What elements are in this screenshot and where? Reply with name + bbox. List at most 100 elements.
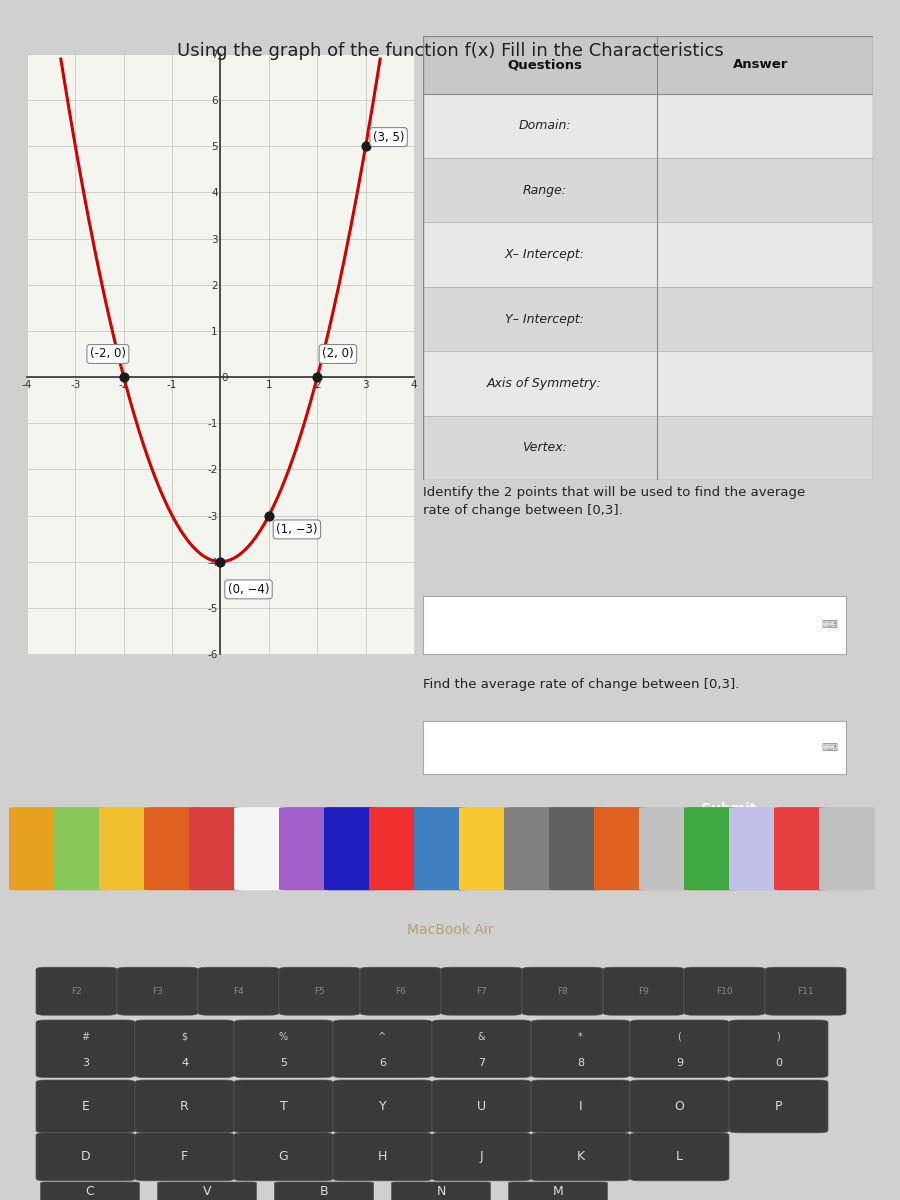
FancyBboxPatch shape: [40, 1182, 140, 1200]
FancyBboxPatch shape: [423, 36, 873, 94]
FancyBboxPatch shape: [414, 808, 470, 890]
FancyBboxPatch shape: [423, 36, 873, 480]
FancyBboxPatch shape: [549, 808, 605, 890]
Text: M: M: [553, 1186, 563, 1198]
Text: F6: F6: [395, 986, 406, 996]
Text: 4: 4: [181, 1058, 188, 1068]
Point: [310, 367, 324, 386]
Text: Questions: Questions: [507, 59, 582, 71]
Text: N: N: [436, 1186, 446, 1198]
Text: Range:: Range:: [523, 184, 566, 197]
FancyBboxPatch shape: [274, 1182, 374, 1200]
Text: Find the average rate of change between [0,3].: Find the average rate of change between …: [423, 678, 740, 691]
Point: [213, 552, 228, 571]
Text: V: V: [202, 1186, 211, 1198]
Text: L: L: [676, 1151, 683, 1163]
FancyBboxPatch shape: [36, 1020, 135, 1078]
FancyBboxPatch shape: [423, 287, 873, 352]
FancyBboxPatch shape: [630, 1020, 729, 1078]
FancyBboxPatch shape: [423, 352, 873, 415]
FancyBboxPatch shape: [54, 808, 110, 890]
Text: F9: F9: [638, 986, 649, 996]
FancyBboxPatch shape: [423, 222, 873, 287]
Text: Y: Y: [379, 1100, 386, 1112]
FancyBboxPatch shape: [639, 808, 695, 890]
Text: 0: 0: [775, 1058, 782, 1068]
FancyBboxPatch shape: [729, 808, 785, 890]
FancyBboxPatch shape: [423, 415, 873, 480]
Text: O: O: [675, 1100, 684, 1112]
FancyBboxPatch shape: [594, 808, 650, 890]
FancyBboxPatch shape: [36, 1080, 135, 1133]
Text: U: U: [477, 1100, 486, 1112]
FancyBboxPatch shape: [333, 1133, 432, 1181]
FancyBboxPatch shape: [531, 1133, 630, 1181]
Text: F: F: [181, 1151, 188, 1163]
FancyBboxPatch shape: [522, 967, 603, 1015]
FancyBboxPatch shape: [441, 967, 522, 1015]
FancyBboxPatch shape: [279, 967, 360, 1015]
Text: F5: F5: [314, 986, 325, 996]
FancyBboxPatch shape: [531, 1080, 630, 1133]
Text: F11: F11: [797, 986, 814, 996]
Text: K: K: [576, 1151, 585, 1163]
FancyBboxPatch shape: [99, 808, 155, 890]
Text: J: J: [480, 1151, 483, 1163]
Text: G: G: [279, 1151, 288, 1163]
Text: E: E: [82, 1100, 89, 1112]
FancyBboxPatch shape: [333, 1080, 432, 1133]
FancyBboxPatch shape: [333, 1020, 432, 1078]
Text: (-2, 0): (-2, 0): [90, 348, 126, 360]
FancyBboxPatch shape: [684, 967, 765, 1015]
Text: T: T: [280, 1100, 287, 1112]
Text: Axis of Symmetry:: Axis of Symmetry:: [487, 377, 602, 390]
Text: (3, 5): (3, 5): [373, 131, 404, 144]
Text: ^: ^: [378, 1032, 387, 1042]
Text: #: #: [81, 1032, 90, 1042]
FancyBboxPatch shape: [684, 808, 740, 890]
Text: %: %: [279, 1032, 288, 1042]
FancyBboxPatch shape: [279, 808, 335, 890]
FancyBboxPatch shape: [324, 808, 380, 890]
Text: 7: 7: [478, 1058, 485, 1068]
FancyBboxPatch shape: [630, 1133, 729, 1181]
Text: ): ): [777, 1032, 780, 1042]
Text: Y– Intercept:: Y– Intercept:: [505, 312, 584, 325]
Text: X– Intercept:: X– Intercept:: [505, 248, 584, 262]
FancyBboxPatch shape: [765, 967, 846, 1015]
Text: 3: 3: [82, 1058, 89, 1068]
Text: D: D: [81, 1151, 90, 1163]
FancyBboxPatch shape: [360, 967, 441, 1015]
FancyBboxPatch shape: [459, 808, 515, 890]
Text: $: $: [182, 1032, 187, 1042]
FancyBboxPatch shape: [117, 967, 198, 1015]
Text: 9: 9: [676, 1058, 683, 1068]
Text: *: *: [578, 1032, 583, 1042]
Text: ⌨: ⌨: [822, 743, 838, 752]
Text: ⌨: ⌨: [822, 620, 838, 630]
FancyBboxPatch shape: [531, 1020, 630, 1078]
FancyBboxPatch shape: [234, 1020, 333, 1078]
FancyBboxPatch shape: [234, 808, 290, 890]
FancyBboxPatch shape: [423, 158, 873, 222]
Point: [116, 367, 131, 386]
Text: (: (: [678, 1032, 681, 1042]
Text: F8: F8: [557, 986, 568, 996]
FancyBboxPatch shape: [729, 1020, 828, 1078]
FancyBboxPatch shape: [198, 967, 279, 1015]
FancyBboxPatch shape: [774, 808, 830, 890]
Text: H: H: [378, 1151, 387, 1163]
Text: R: R: [180, 1100, 189, 1112]
FancyBboxPatch shape: [508, 1182, 608, 1200]
Text: F2: F2: [71, 986, 82, 996]
Text: MacBook Air: MacBook Air: [407, 923, 493, 937]
Point: [262, 506, 276, 526]
Text: 0: 0: [221, 373, 228, 383]
FancyBboxPatch shape: [504, 808, 560, 890]
Text: B: B: [320, 1186, 328, 1198]
Text: Submit: Submit: [701, 802, 757, 816]
FancyBboxPatch shape: [9, 808, 65, 890]
FancyBboxPatch shape: [36, 967, 117, 1015]
Text: Using the graph of the function f(x) Fill in the Characteristics: Using the graph of the function f(x) Fil…: [176, 42, 724, 60]
Text: Answer: Answer: [733, 59, 788, 71]
